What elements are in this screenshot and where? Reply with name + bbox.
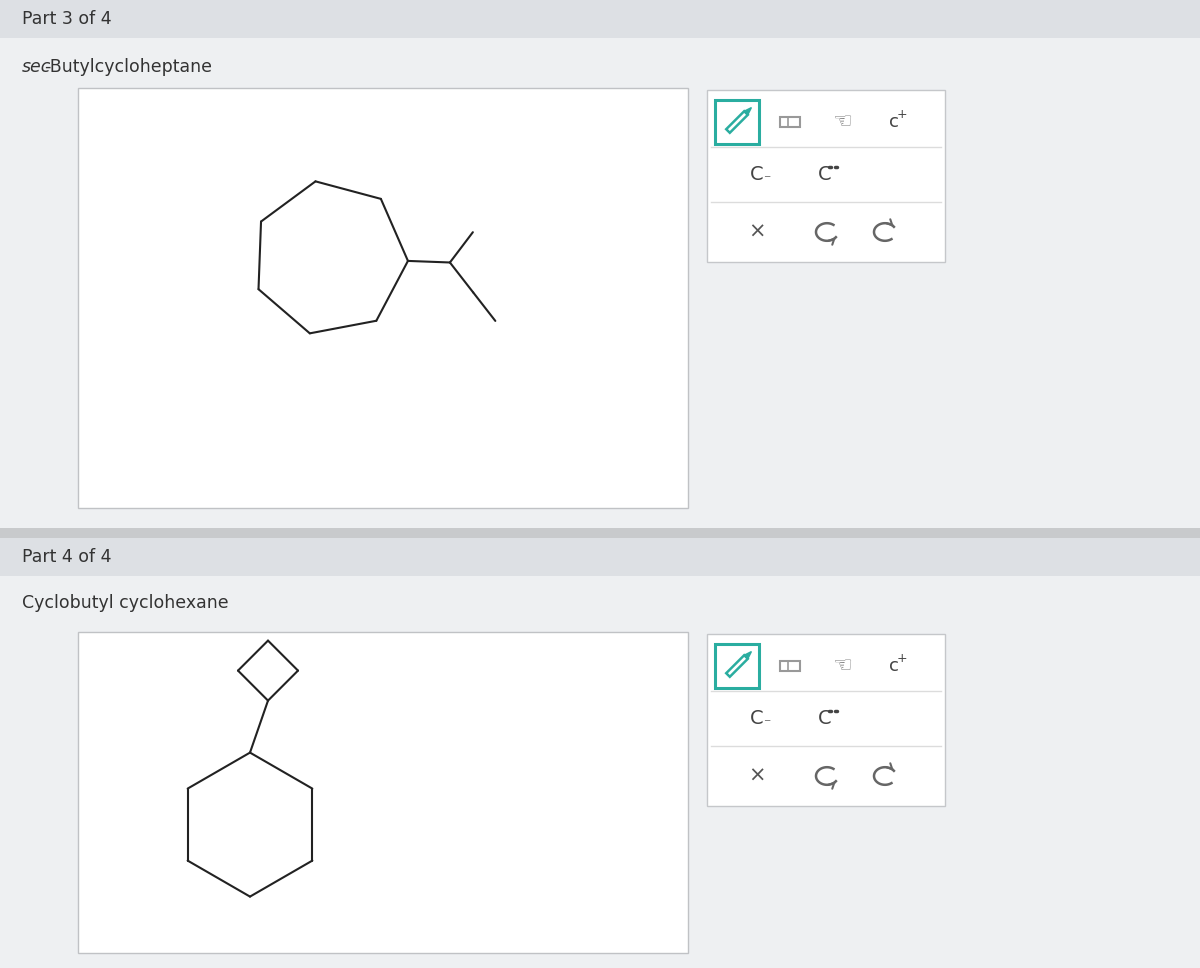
Text: ☜: ☜ (832, 112, 852, 132)
Bar (715, 644, 760, 688)
Text: ×: × (749, 766, 766, 786)
Text: C: C (818, 710, 832, 729)
Text: sec: sec (22, 58, 52, 76)
Text: ⁻: ⁻ (763, 173, 770, 187)
Bar (0, 528, 1200, 538)
Text: C: C (818, 166, 832, 185)
Polygon shape (744, 107, 751, 115)
Text: c: c (889, 113, 899, 131)
Text: +: + (896, 107, 907, 120)
Bar (0, 538, 1200, 576)
Polygon shape (726, 655, 748, 677)
Bar (78, 88, 688, 508)
Text: C: C (750, 166, 764, 185)
Text: Cyclobutyl cyclohexane: Cyclobutyl cyclohexane (22, 594, 229, 612)
Bar (715, 100, 760, 144)
Text: Part 3 of 4: Part 3 of 4 (22, 10, 112, 28)
Bar (78, 632, 688, 953)
Polygon shape (780, 117, 799, 127)
Polygon shape (726, 111, 748, 133)
Text: ☜: ☜ (832, 656, 852, 676)
Text: c: c (889, 657, 899, 675)
Bar (0, 0, 1200, 38)
Bar (707, 634, 946, 806)
Text: Part 4 of 4: Part 4 of 4 (22, 548, 112, 566)
Text: ⁻: ⁻ (763, 717, 770, 731)
Text: ×: × (749, 222, 766, 242)
Bar (0, 576, 1200, 968)
Bar (707, 90, 946, 262)
Text: -Butylcycloheptane: -Butylcycloheptane (44, 58, 212, 76)
Bar (0, 38, 1200, 528)
Text: +: + (896, 651, 907, 664)
Polygon shape (780, 661, 799, 671)
Text: C: C (750, 710, 764, 729)
Polygon shape (744, 651, 751, 659)
